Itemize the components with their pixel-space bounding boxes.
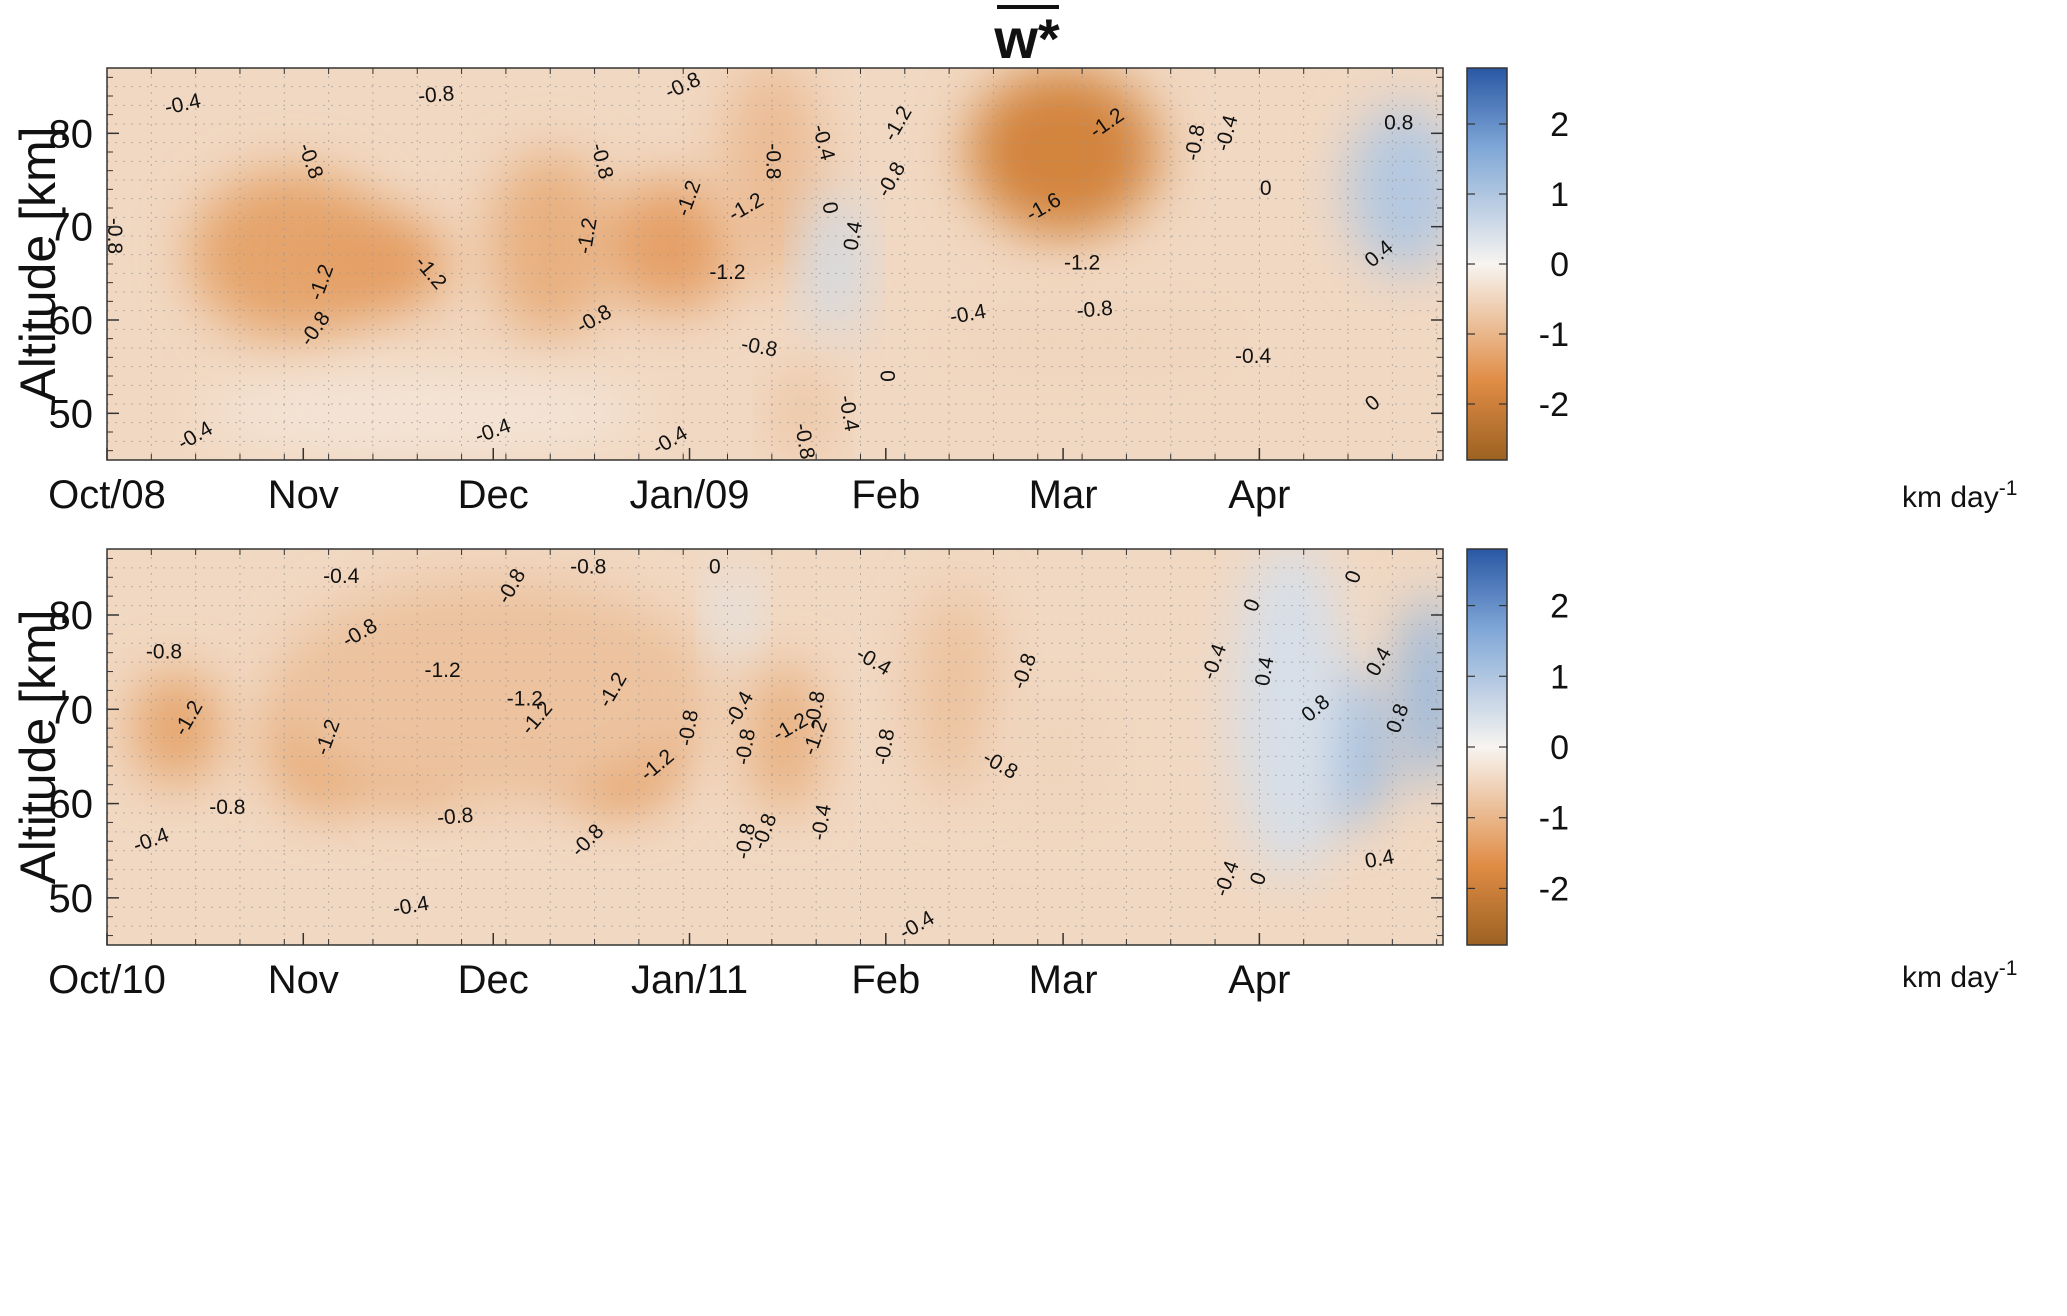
heatmap-blob-5 (809, 189, 861, 339)
heatmap-blob-11 (1398, 596, 1443, 785)
x-tick-label: Mar (1029, 473, 1098, 517)
colorbar-tick-label: 2 (1550, 588, 1569, 626)
colorbar-tick-label: 0 (1550, 729, 1569, 767)
contour-label: 0 (709, 555, 721, 578)
y-tick-label: 70 (49, 688, 94, 732)
x-tick-label: Oct/08 (48, 473, 166, 517)
contour-label: 0 (875, 370, 898, 382)
contour-label: 0.4 (1251, 655, 1279, 688)
contour-label: -0.4 (323, 565, 360, 588)
x-tick-label: Oct/10 (48, 958, 166, 1002)
grid (107, 549, 1443, 945)
heatmap-field (107, 68, 1443, 460)
heatmap-blob-3 (600, 180, 741, 311)
contour-label: -1.2 (709, 261, 745, 284)
contour-label: -0.8 (1076, 297, 1114, 323)
heatmap-blob-5 (271, 577, 715, 804)
heatmap-blob-9 (993, 681, 1121, 832)
y-tick-label: 50 (49, 392, 94, 436)
heatmap-blob-8 (911, 586, 1000, 795)
bottom-panel: -0.4-0.8 -0.8-0.8 -0.8-1.2 -1.2-1.2-1.2-1.2… (10, 548, 2017, 1002)
contour-label: 0 (1260, 177, 1272, 200)
x-tick-label: Nov (268, 958, 339, 1002)
contour-label: -1.2 (424, 659, 460, 682)
heatmap-field (107, 549, 1443, 945)
contour-label: -1.2 (507, 687, 543, 710)
colorbar-tick-label: -1 (1539, 800, 1569, 838)
heatmap-blob-6 (968, 68, 1159, 236)
heatmap-blob-8 (1348, 105, 1443, 274)
colorbar-tick-label: -2 (1539, 870, 1569, 908)
x-tick-label: Feb (851, 473, 920, 517)
heatmap-blob-7 (936, 292, 1241, 386)
y-tick-label: 70 (49, 206, 94, 250)
colorbar-unit-exponent: -1 (1999, 477, 2018, 500)
colorbar-unit-label: km day-1 (1902, 957, 2017, 994)
x-tick-label: Feb (851, 958, 920, 1002)
heatmap-blob-6 (714, 567, 753, 663)
contour-label: -0.8 (103, 218, 126, 254)
y-tick-label: 50 (49, 877, 94, 921)
contour-label: -1.2 (1064, 252, 1100, 275)
contour-label: -0.8 (417, 82, 455, 108)
colorbar-tick-label: 1 (1550, 658, 1569, 696)
contour-label: -0.8 (570, 555, 606, 578)
contour-label: -0.8 (761, 143, 784, 179)
colorbar-unit-label: km day-1 (1902, 477, 2017, 514)
grid (107, 68, 1443, 460)
x-tick-label: Apr (1228, 958, 1290, 1002)
y-axis-label: Altitude [km] (10, 126, 66, 401)
colorbar-tick-label: -2 (1539, 386, 1569, 424)
contour-label: -0.8 (436, 804, 474, 830)
contour-label: -0.8 (209, 796, 245, 819)
x-tick-label: Dec (458, 958, 529, 1002)
heatmap-blob-10 (201, 376, 646, 451)
x-tick-label: Jan/09 (629, 473, 749, 517)
y-tick-label: 80 (49, 112, 94, 156)
x-tick-label: Mar (1029, 958, 1098, 1002)
top-panel: -0.4 -0.8 -0.8-0.8-0.8 -0.8-1.2 -1.2-1.2-1.2… (10, 67, 2017, 517)
heatmap-blob-4 (721, 68, 823, 283)
x-tick-label: Nov (268, 473, 339, 517)
y-tick-label: 60 (49, 783, 94, 827)
y-axis-label: Altitude [km] (10, 609, 66, 884)
colorbar-tick-label: 0 (1550, 246, 1569, 284)
title-text: w* (993, 7, 1060, 70)
heatmap-blob-0 (132, 671, 221, 785)
contour-label: 0.4 (839, 219, 867, 252)
colorbar-tick-label: 1 (1550, 176, 1569, 214)
contour-label: 0.4 (1363, 845, 1396, 873)
contour-labels: -0.4-0.8 -0.8-0.8 -0.8-1.2 -1.2-1.2-1.2-1.2… (130, 555, 1414, 944)
contour-label: -0.8 (146, 640, 182, 663)
y-tick-label: 80 (49, 594, 94, 638)
x-tick-label: Apr (1228, 473, 1290, 517)
contour-label: 0 (817, 200, 842, 216)
colorbar-unit-exponent: -1 (1999, 957, 2018, 980)
x-tick-label: Jan/11 (631, 958, 748, 1002)
contour-label: 0.8 (1384, 112, 1413, 135)
heatmap-blob-12 (1234, 549, 1349, 879)
contour-label: -0.4 (1235, 345, 1272, 368)
x-tick-label: Dec (458, 473, 529, 517)
y-tick-label: 60 (49, 299, 94, 343)
figure-title: w* (993, 5, 1060, 70)
colorbar-tick-label: -1 (1539, 316, 1569, 354)
colorbar-tick-label: 2 (1550, 106, 1569, 144)
heatmap-blob-1 (322, 217, 449, 311)
